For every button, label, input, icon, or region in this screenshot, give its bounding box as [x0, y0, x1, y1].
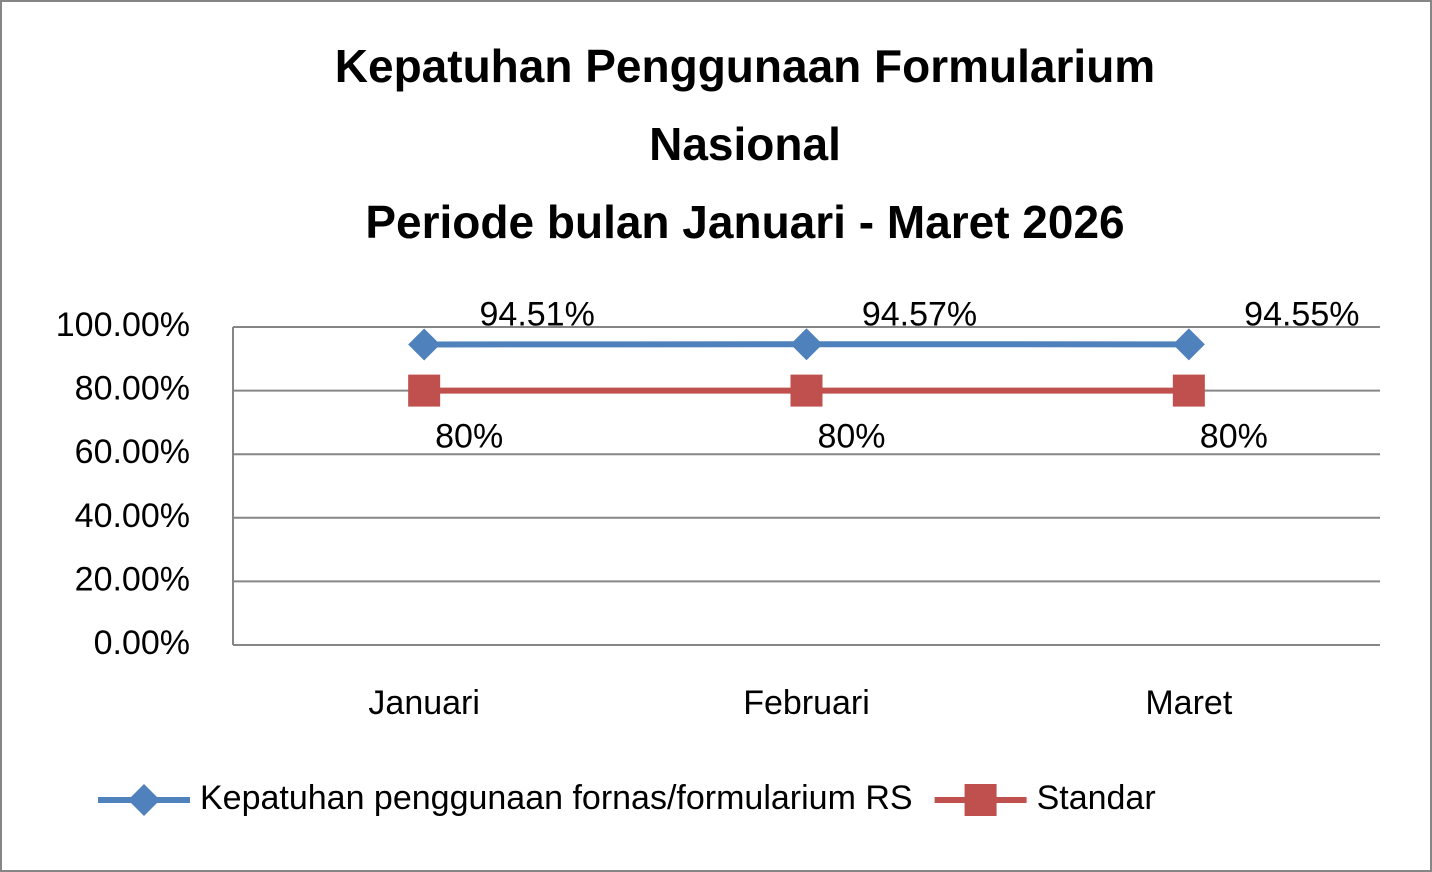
- y-tick-label: 80.00%: [75, 370, 190, 408]
- chart-title: Kepatuhan Penggunaan Formularium: [335, 40, 1155, 92]
- y-tick-label: 0.00%: [94, 624, 190, 662]
- x-tick-label: Maret: [1145, 684, 1232, 722]
- y-tick-label: 100.00%: [56, 306, 190, 344]
- data-point: [408, 328, 441, 361]
- data-label: 94.55%: [1244, 295, 1359, 333]
- legend-marker: [128, 784, 160, 816]
- data-label: 94.57%: [862, 295, 977, 333]
- data-point: [1172, 374, 1205, 407]
- chart-title: Periode bulan Januari - Maret 2026: [365, 196, 1124, 248]
- y-tick-label: 40.00%: [75, 497, 190, 535]
- y-tick-label: 20.00%: [75, 560, 190, 598]
- x-tick-label: Februari: [743, 684, 870, 722]
- data-point: [1172, 328, 1205, 361]
- x-tick-label: Januari: [368, 684, 480, 722]
- data-label: 80%: [817, 418, 885, 456]
- legend-label: Standar: [1037, 779, 1156, 817]
- data-point: [790, 328, 823, 361]
- data-label: 80%: [435, 418, 503, 456]
- data-label: 80%: [1200, 418, 1268, 456]
- legend-marker: [964, 784, 997, 816]
- data-point: [790, 374, 823, 407]
- data-label: 94.51%: [480, 295, 595, 333]
- y-tick-label: 60.00%: [75, 433, 190, 471]
- data-point: [408, 374, 441, 407]
- chart-title: Nasional: [649, 118, 841, 170]
- legend-label: Kepatuhan penggunaan fornas/formularium …: [200, 779, 913, 817]
